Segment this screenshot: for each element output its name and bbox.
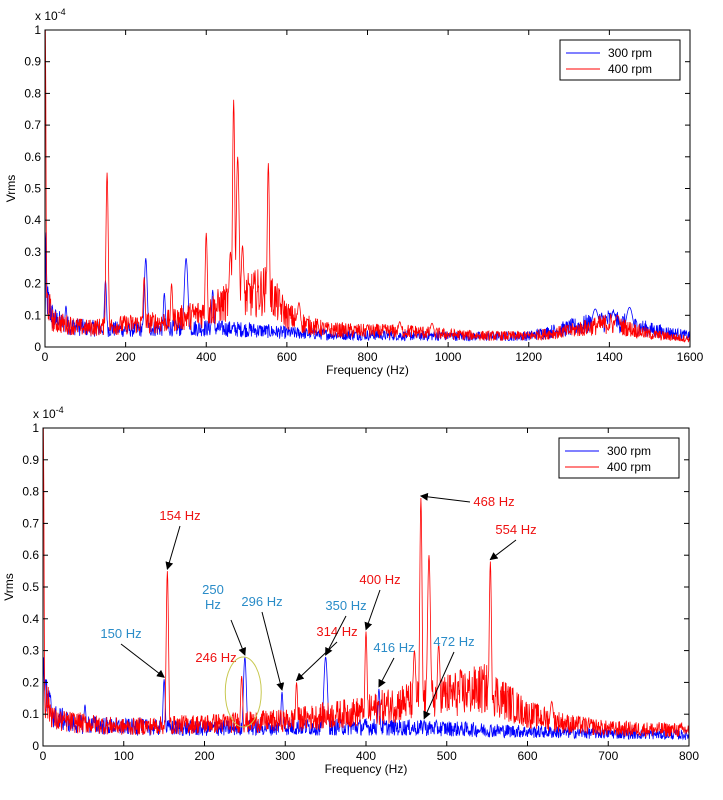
y-tick-label: 0.8 xyxy=(24,86,41,100)
annotation-label: 150 Hz xyxy=(100,626,141,641)
y-tick-label: 0.9 xyxy=(24,55,41,69)
annotations: 154 Hz 150 Hz 250 Hz 246 Hz 296 Hz 314 Hz 350 H… xyxy=(100,492,537,728)
x-tick-label: 0 xyxy=(42,350,49,364)
x-tick-label: 200 xyxy=(116,350,136,364)
annotation-arrow xyxy=(325,615,347,656)
annotation-label: 246 Hz xyxy=(195,650,236,665)
annotation-arrow xyxy=(489,539,517,561)
annotation-label: 314 Hz xyxy=(316,624,357,639)
annotation-label-line: Hz xyxy=(205,597,221,612)
y-tick-label: 0.9 xyxy=(22,453,39,467)
annotation-label: 400 Hz xyxy=(359,572,400,587)
annotation-arrow xyxy=(165,525,181,571)
legend-label-400rpm: 400 rpm xyxy=(607,460,651,474)
series-line-400rpm xyxy=(42,427,690,738)
y-tick-label: 1 xyxy=(32,421,39,435)
y-tick-label: 0.6 xyxy=(22,548,39,562)
x-tick-label: 200 xyxy=(194,749,214,763)
y-tick-label: 0.5 xyxy=(22,580,39,594)
y-tick-label: 0.4 xyxy=(22,612,39,626)
x-tick-label: 600 xyxy=(277,350,297,364)
exponent-power: -4 xyxy=(58,7,66,17)
x-tick-label: 1000 xyxy=(435,350,462,364)
y-tick-label: 0.2 xyxy=(24,277,41,291)
annotation-label: 416 Hz xyxy=(373,640,414,655)
annotation-arrow xyxy=(419,492,471,503)
annotation-label: 468 Hz xyxy=(473,494,514,509)
legend-box xyxy=(558,437,680,479)
x-tick-label: 800 xyxy=(357,350,377,364)
x-tick-label: 300 xyxy=(275,749,295,763)
highlight-circle xyxy=(224,656,262,728)
x-tick-label: 100 xyxy=(114,749,134,763)
y-tick-label: 0 xyxy=(32,739,39,753)
chart-panel-1: 0 200 400 600 800 1000 1200 1400 1600 0 0.1 0.2 0.3 0… xyxy=(4,7,704,377)
legend-box xyxy=(559,39,681,81)
annotation-arrow xyxy=(423,651,455,720)
x-axis-label: Frequency (Hz) xyxy=(326,363,409,377)
x-tick-label: 400 xyxy=(196,350,216,364)
annotation-label: 250 Hz xyxy=(202,582,224,612)
x-tick-label: 500 xyxy=(437,749,457,763)
annotation-label: 554 Hz xyxy=(495,522,536,537)
y-tick-label: 0.7 xyxy=(22,516,39,530)
y-tick-label: 0.2 xyxy=(22,675,39,689)
y-tick-label: 0.8 xyxy=(22,485,39,499)
y-tick-label: 0.3 xyxy=(22,644,39,658)
legend: 300 rpm 400 rpm xyxy=(558,437,680,479)
x-tick-label: 1400 xyxy=(596,350,623,364)
exponent-label: x 10-4 xyxy=(33,405,64,421)
exponent-label: x 10-4 xyxy=(35,7,66,23)
y-tick-label: 0.3 xyxy=(24,245,41,259)
series-line-400rpm xyxy=(44,29,691,343)
annotation-label: 350 Hz xyxy=(325,598,366,613)
plot-area xyxy=(45,30,690,347)
annotation-arrow xyxy=(364,589,381,631)
legend-label-300rpm: 300 rpm xyxy=(608,46,652,60)
y-tick-label: 0.5 xyxy=(24,182,41,196)
exponent-power: -4 xyxy=(56,405,64,415)
y-tick-label: 0.7 xyxy=(24,118,41,132)
x-tick-label: 400 xyxy=(356,749,376,763)
x-axis-label: Frequency (Hz) xyxy=(325,762,408,776)
annotation-label: 296 Hz xyxy=(241,594,282,609)
annotation-label-line: 250 xyxy=(202,582,224,597)
annotation-arrow xyxy=(378,657,395,688)
x-tick-label: 700 xyxy=(598,749,618,763)
legend-label-300rpm: 300 rpm xyxy=(607,444,651,458)
y-tick-label: 0.6 xyxy=(24,150,41,164)
legend-label-400rpm: 400 rpm xyxy=(608,62,652,76)
y-axis-label: Vrms xyxy=(2,573,16,601)
x-tick-label: 1200 xyxy=(515,350,542,364)
y-tick-label: 0.1 xyxy=(24,308,41,322)
y-tick-label: 0.4 xyxy=(24,213,41,227)
annotation-arrow xyxy=(230,619,247,656)
x-tick-label: 800 xyxy=(679,749,699,763)
annotation-arrow xyxy=(120,643,165,678)
y-tick-label: 1 xyxy=(34,23,41,37)
annotation-label: 154 Hz xyxy=(159,508,200,523)
x-tick-label: 1600 xyxy=(677,350,704,364)
x-tick-label: 600 xyxy=(517,749,537,763)
y-axis-label: Vrms xyxy=(4,175,18,203)
y-tick-label: 0 xyxy=(34,340,41,354)
chart-panel-2: 0 100 200 300 400 500 600 700 800 0 0.1 0.2 0.3 0.4 0.… xyxy=(2,405,699,776)
y-tick-label: 0.1 xyxy=(22,707,39,721)
plot-area xyxy=(43,428,689,746)
legend: 300 rpm 400 rpm xyxy=(559,39,681,81)
annotation-label: 472 Hz xyxy=(433,634,474,649)
annotation-arrow xyxy=(261,611,285,691)
x-tick-label: 0 xyxy=(40,749,47,763)
